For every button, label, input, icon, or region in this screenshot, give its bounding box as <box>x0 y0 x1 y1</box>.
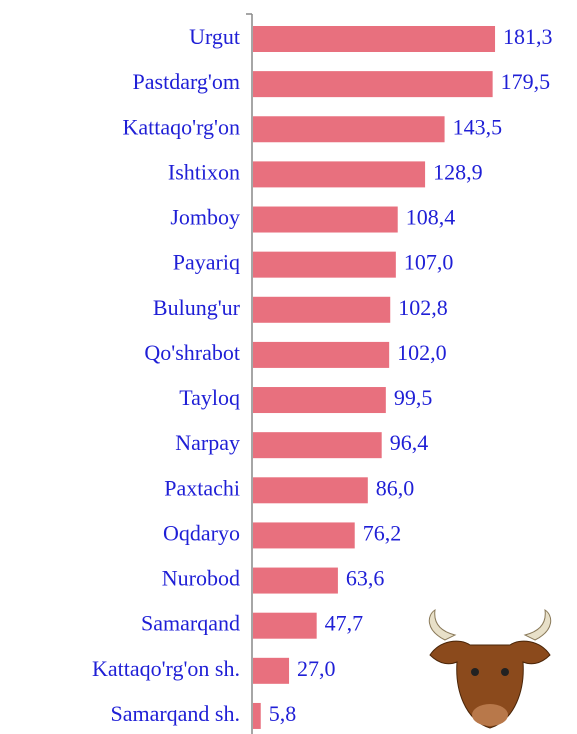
bar <box>253 567 338 594</box>
value-label: 47,7 <box>325 611 364 636</box>
value-label: 27,0 <box>297 656 336 681</box>
category-label: Payariq <box>173 250 240 275</box>
category-label: Urgut <box>189 24 240 49</box>
value-label: 63,6 <box>346 566 385 591</box>
value-label: 102,8 <box>398 295 448 320</box>
value-label: 143,5 <box>453 114 503 139</box>
category-label: Nurobod <box>162 566 240 591</box>
value-label: 102,0 <box>397 340 447 365</box>
bar <box>253 522 355 549</box>
category-label: Ishtixon <box>168 159 240 184</box>
bar <box>253 612 317 639</box>
bar <box>253 296 391 323</box>
bar <box>253 251 396 278</box>
category-label: Tayloq <box>179 385 240 410</box>
value-label: 5,8 <box>269 701 297 726</box>
value-label: 128,9 <box>433 159 483 184</box>
bar <box>253 341 390 368</box>
category-label: Kattaqo'rg'on <box>123 114 241 139</box>
bar <box>253 432 382 459</box>
bar <box>253 206 398 233</box>
bar <box>253 26 496 52</box>
value-label: 179,5 <box>501 69 551 94</box>
bar <box>253 702 261 729</box>
category-label: Bulung'ur <box>153 295 241 320</box>
bar <box>253 71 493 98</box>
value-label: 99,5 <box>394 385 433 410</box>
category-label: Samarqand <box>141 611 240 636</box>
category-label: Pastdarg'om <box>133 69 240 94</box>
bar <box>253 387 386 414</box>
category-label: Jomboy <box>170 205 240 230</box>
value-label: 96,4 <box>390 430 429 455</box>
category-label: Oqdaryo <box>163 520 240 545</box>
category-label: Qo'shrabot <box>144 340 240 365</box>
category-label: Samarqand sh. <box>110 701 240 726</box>
bar <box>253 161 426 188</box>
value-label: 107,0 <box>404 250 454 275</box>
category-label: Paxtachi <box>164 475 240 500</box>
value-label: 181,3 <box>503 24 553 49</box>
bar <box>253 477 368 504</box>
bar <box>253 116 445 143</box>
value-label: 76,2 <box>363 520 402 545</box>
value-label: 86,0 <box>376 475 415 500</box>
category-label: Narpay <box>175 430 240 455</box>
bull-illustration <box>428 609 552 729</box>
value-label: 108,4 <box>406 205 456 230</box>
category-label: Kattaqo'rg'on sh. <box>92 656 240 681</box>
bar <box>253 657 290 684</box>
